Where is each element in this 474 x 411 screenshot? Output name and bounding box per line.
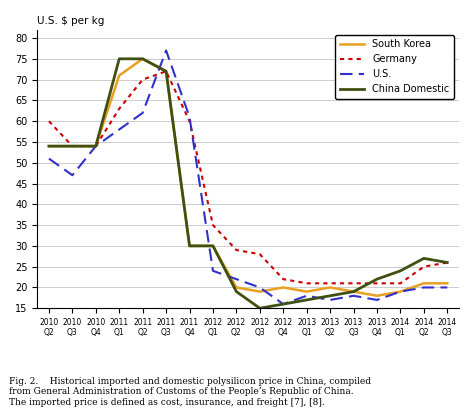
China Domestic [140, 56, 146, 61]
U.S. [187, 115, 192, 120]
Germany [117, 106, 122, 111]
U.S. [327, 298, 333, 302]
Germany [421, 264, 427, 269]
Germany [187, 119, 192, 124]
China Domestic [93, 144, 99, 149]
Germany [327, 281, 333, 286]
China Domestic [304, 298, 310, 302]
China Domestic [234, 289, 239, 294]
South Korea [210, 243, 216, 248]
South Korea [398, 289, 403, 294]
South Korea [163, 69, 169, 74]
U.S. [46, 156, 52, 161]
South Korea [257, 289, 263, 294]
South Korea [374, 293, 380, 298]
China Domestic [351, 289, 356, 294]
China Domestic [70, 144, 75, 149]
South Korea [281, 285, 286, 290]
U.S. [445, 285, 450, 290]
U.S. [163, 48, 169, 53]
Line: Germany: Germany [49, 71, 447, 283]
Germany [374, 281, 380, 286]
China Domestic [46, 144, 52, 149]
U.S. [93, 144, 99, 149]
South Korea [46, 144, 52, 149]
China Domestic [374, 277, 380, 282]
Germany [234, 247, 239, 252]
South Korea [70, 144, 75, 149]
U.S. [117, 127, 122, 132]
U.S. [234, 277, 239, 282]
Line: U.S.: U.S. [49, 51, 447, 304]
China Domestic [281, 302, 286, 307]
Text: U.S. $ per kg: U.S. $ per kg [37, 16, 105, 25]
U.S. [304, 293, 310, 298]
China Domestic [163, 69, 169, 74]
Line: South Korea: South Korea [49, 59, 447, 296]
Text: Fig. 2.    Historical imported and domestic polysilicon price in China, compiled: Fig. 2. Historical imported and domestic… [9, 377, 372, 407]
Germany [445, 260, 450, 265]
China Domestic [187, 243, 192, 248]
South Korea [304, 289, 310, 294]
U.S. [281, 302, 286, 307]
Germany [93, 144, 99, 149]
U.S. [70, 173, 75, 178]
U.S. [257, 285, 263, 290]
U.S. [210, 268, 216, 273]
Germany [304, 281, 310, 286]
China Domestic [210, 243, 216, 248]
China Domestic [117, 56, 122, 61]
Germany [281, 277, 286, 282]
Germany [398, 281, 403, 286]
China Domestic [445, 260, 450, 265]
South Korea [421, 281, 427, 286]
Germany [70, 144, 75, 149]
South Korea [351, 289, 356, 294]
South Korea [117, 73, 122, 78]
U.S. [398, 289, 403, 294]
U.S. [374, 298, 380, 302]
South Korea [140, 56, 146, 61]
South Korea [327, 285, 333, 290]
South Korea [234, 285, 239, 290]
South Korea [93, 144, 99, 149]
Germany [351, 281, 356, 286]
U.S. [351, 293, 356, 298]
Germany [257, 252, 263, 257]
U.S. [421, 285, 427, 290]
Germany [210, 223, 216, 228]
South Korea [187, 243, 192, 248]
Germany [163, 69, 169, 74]
Legend: South Korea, Germany, U.S., China Domestic: South Korea, Germany, U.S., China Domest… [335, 35, 454, 99]
Germany [140, 77, 146, 82]
Germany [46, 119, 52, 124]
U.S. [140, 111, 146, 115]
China Domestic [327, 293, 333, 298]
China Domestic [421, 256, 427, 261]
Line: China Domestic: China Domestic [49, 59, 447, 308]
China Domestic [398, 268, 403, 273]
China Domestic [257, 306, 263, 311]
South Korea [445, 281, 450, 286]
